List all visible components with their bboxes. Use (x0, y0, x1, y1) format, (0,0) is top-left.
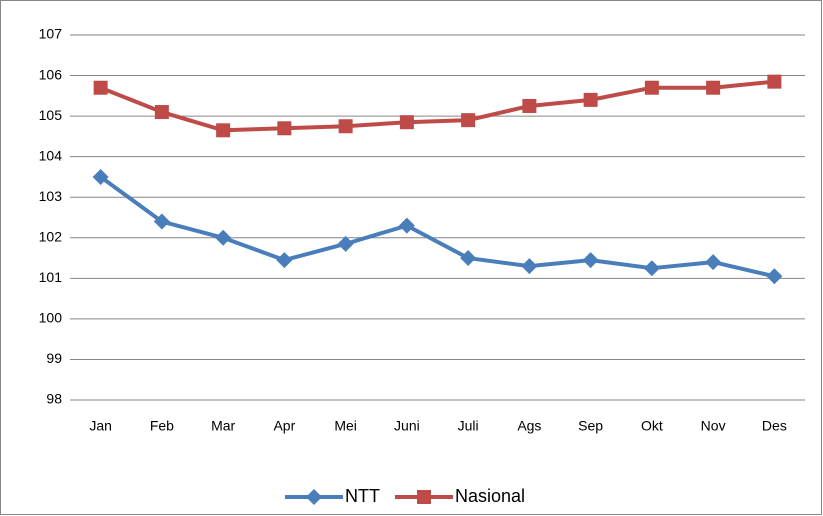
point-marker (644, 80, 659, 95)
point-marker (154, 105, 169, 120)
point-marker (460, 250, 477, 267)
point-marker (767, 74, 782, 89)
point-marker (215, 229, 232, 246)
legend-marker (417, 490, 431, 504)
point-marker (582, 252, 599, 269)
y-tick-label: 102 (39, 228, 63, 244)
point-marker (399, 115, 414, 130)
y-tick-label: 107 (39, 26, 63, 42)
y-tick-label: 98 (46, 391, 62, 407)
point-marker (153, 213, 170, 230)
x-tick-label: Jan (89, 418, 112, 434)
legend-label: NTT (345, 486, 380, 506)
point-marker (93, 80, 108, 95)
series-line (99, 79, 775, 133)
x-tick-label: Feb (150, 418, 174, 434)
y-tick-label: 104 (39, 147, 63, 163)
point-marker (643, 260, 660, 277)
x-tick-label: Apr (273, 418, 295, 434)
point-marker (706, 80, 721, 95)
point-marker (521, 258, 538, 275)
y-tick-label: 101 (39, 269, 63, 285)
point-marker (337, 235, 354, 252)
x-tick-label: Ags (517, 418, 541, 434)
y-tick-label: 103 (39, 188, 63, 204)
x-tick-label: Mei (334, 418, 357, 434)
x-tick-label: Nov (701, 418, 726, 434)
x-tick-label: Juni (394, 418, 420, 434)
legend-label: Nasional (455, 486, 525, 506)
x-tick-label: Sep (578, 418, 603, 434)
x-tick-label: Mar (211, 418, 235, 434)
x-tick-label: Des (762, 418, 787, 434)
point-marker (461, 113, 476, 128)
point-marker (522, 98, 537, 113)
y-tick-label: 105 (39, 107, 63, 123)
x-tick-label: Juli (458, 418, 479, 434)
point-marker (338, 119, 353, 134)
point-marker (277, 121, 292, 136)
point-marker (766, 268, 783, 285)
x-tick-label: Okt (641, 418, 663, 434)
y-tick-label: 99 (46, 350, 62, 366)
point-marker (705, 254, 722, 271)
y-tick-label: 100 (39, 310, 63, 326)
point-marker (216, 123, 231, 138)
point-marker (583, 92, 598, 107)
y-tick-label: 106 (39, 66, 63, 82)
legend-marker (306, 489, 322, 505)
point-marker (276, 252, 293, 269)
series-line (99, 175, 775, 279)
point-marker (92, 168, 109, 185)
point-marker (398, 217, 415, 234)
